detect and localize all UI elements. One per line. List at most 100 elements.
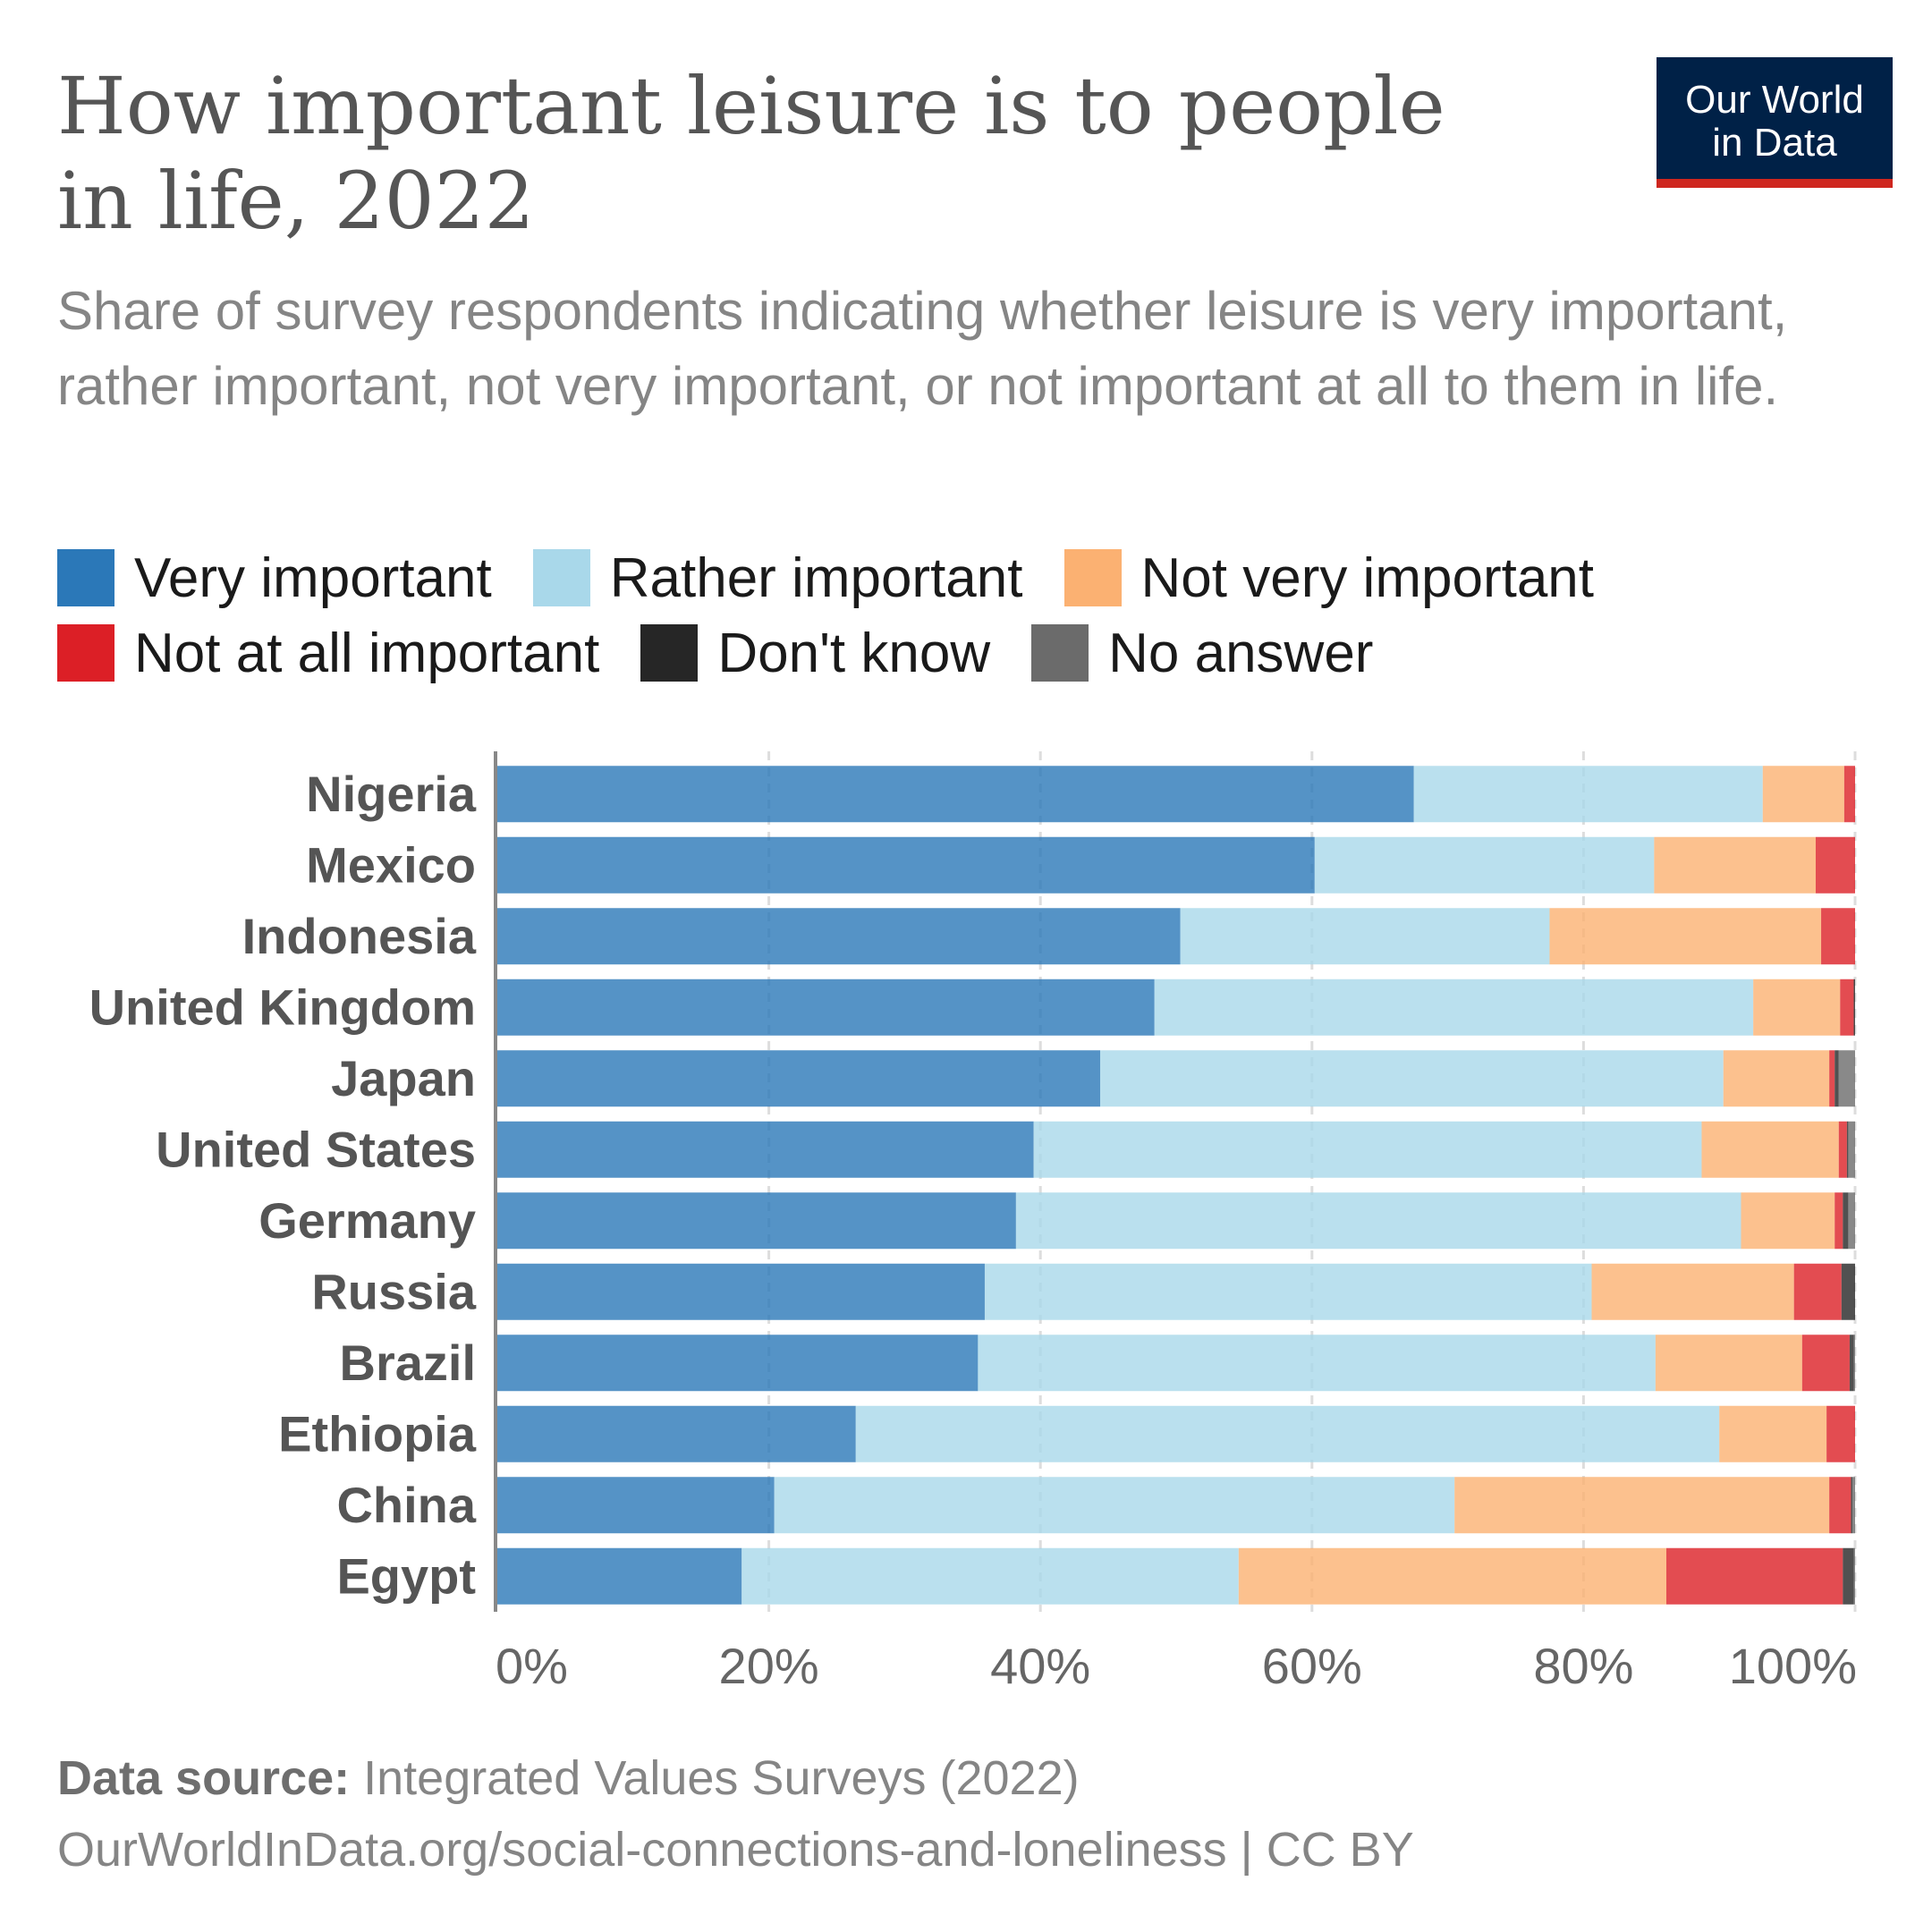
legend-item-not-at-all-important[interactable]: Not at all important (57, 622, 599, 685)
category-label: Nigeria (306, 766, 477, 822)
footer: Data source: Integrated Values Surveys (… (57, 1742, 1414, 1885)
bar-segment (497, 908, 1181, 965)
bar-segment (1848, 1192, 1855, 1250)
category-label: Ethiopia (278, 1405, 477, 1462)
bar-segment (1840, 979, 1854, 1036)
bar-segment (1238, 1547, 1666, 1605)
x-tick-label: 60% (1262, 1638, 1362, 1694)
legend-item-rather-important[interactable]: Rather important (532, 547, 1023, 610)
legend-label: Rather important (609, 547, 1023, 609)
url-line[interactable]: OurWorldInData.org/social-connections-an… (57, 1823, 1414, 1877)
bar-segment (741, 1547, 1239, 1605)
x-tick-label: 0% (496, 1638, 568, 1694)
x-tick-label: 100% (1729, 1638, 1857, 1694)
bar-segment (1033, 1121, 1702, 1178)
bar-segment (1829, 1477, 1852, 1534)
bar-segment (1701, 1121, 1839, 1178)
category-label: Indonesia (242, 908, 477, 964)
bar-segment (1841, 1263, 1855, 1320)
legend-row-2: Not at all important Don't know No answe… (57, 617, 1900, 689)
category-label: Japan (331, 1050, 476, 1106)
bar-segment (1655, 1335, 1802, 1392)
bar-segment (1762, 766, 1844, 823)
bar-segment (1099, 1050, 1724, 1107)
bar-segment (1843, 1192, 1849, 1250)
bar-segment (1843, 1547, 1854, 1605)
bar-segment (1015, 1192, 1741, 1250)
bar-segment (1549, 908, 1822, 965)
bar-segment (497, 979, 1155, 1036)
bar-segment (1180, 908, 1550, 965)
bar-segment (1821, 908, 1855, 965)
bar-segment (497, 1547, 742, 1605)
legend-item-not-very-important[interactable]: Not very important (1063, 547, 1595, 610)
legend-item-no-answer[interactable]: No answer (1031, 622, 1373, 685)
bar-segment (984, 1263, 1592, 1320)
bar-segment (497, 1477, 775, 1534)
legend-label: No answer (1108, 622, 1374, 684)
bar-segment (1454, 1477, 1830, 1534)
category-label: Mexico (306, 836, 476, 893)
source-label: Data source: (57, 1751, 351, 1805)
bar-segment (1835, 1192, 1843, 1250)
legend-label: Very important (134, 547, 492, 609)
bar-segment (978, 1335, 1656, 1392)
category-label: Russia (311, 1263, 476, 1319)
bar-segment (1753, 979, 1841, 1036)
category-label: China (336, 1477, 476, 1533)
bar-segment (774, 1477, 1455, 1534)
bar-segment (1793, 1263, 1842, 1320)
bar-segment (1591, 1263, 1794, 1320)
bar-segment (1654, 836, 1816, 894)
x-tick-label: 80% (1533, 1638, 1633, 1694)
bar-segment (1719, 1405, 1827, 1462)
x-tick-label: 20% (719, 1638, 819, 1694)
bar-segment (1314, 836, 1655, 894)
bar-segment (1852, 1477, 1855, 1534)
legend-swatch (57, 549, 114, 606)
category-label: United Kingdom (89, 979, 476, 1035)
bar-segment (1835, 1050, 1839, 1107)
bar-segment (1849, 1335, 1854, 1392)
source-line: Data source: Integrated Values Surveys (… (57, 1742, 1414, 1814)
bar-segment (1723, 1050, 1830, 1107)
category-label: Egypt (336, 1547, 476, 1604)
legend-swatch (1063, 549, 1122, 606)
legend-label: Don't know (717, 622, 991, 684)
owid-logo[interactable]: Our World in Data (1657, 57, 1893, 188)
bar-segment (1843, 766, 1855, 823)
chart-title: How important leisure is to people in li… (57, 60, 1445, 247)
legend-swatch (1031, 624, 1089, 682)
bar-segment (497, 1192, 1016, 1250)
bar-segment (1154, 979, 1754, 1036)
legend-swatch (532, 549, 590, 606)
legend-label: Not very important (1140, 547, 1595, 609)
bar-segment (1815, 836, 1855, 894)
bar-segment (1826, 1405, 1855, 1462)
legend-swatch (57, 624, 114, 682)
legend: Very important Rather important Not very… (57, 542, 1900, 692)
bar-segment (1851, 1477, 1852, 1534)
bar-segment (1829, 1050, 1835, 1107)
bar-segment (1853, 1547, 1855, 1605)
source-text: Integrated Values Surveys (2022) (363, 1751, 1080, 1805)
logo-line-1: Our World (1685, 78, 1864, 122)
x-tick-label: 40% (990, 1638, 1090, 1694)
legend-item-very-important[interactable]: Very important (57, 547, 492, 610)
bar-segment (1838, 1121, 1847, 1178)
bar-segment (1801, 1335, 1850, 1392)
bar-segment (497, 1335, 979, 1392)
bar-segment (1838, 1050, 1855, 1107)
bar-segment (1846, 1121, 1849, 1178)
legend-row-1: Very important Rather important Not very… (57, 542, 1900, 614)
chart-subtitle: Share of survey respondents indicating w… (57, 281, 1788, 416)
bar-segment (497, 1405, 856, 1462)
category-label: Germany (258, 1192, 476, 1249)
bar-segment (497, 1050, 1100, 1107)
bar-segment (1853, 1335, 1855, 1392)
logo-line-2: in Data (1712, 121, 1837, 165)
bar-segment (497, 766, 1414, 823)
bar-segment (1413, 766, 1763, 823)
legend-label: Not at all important (134, 622, 600, 684)
legend-item-dont-know[interactable]: Don't know (640, 622, 990, 685)
